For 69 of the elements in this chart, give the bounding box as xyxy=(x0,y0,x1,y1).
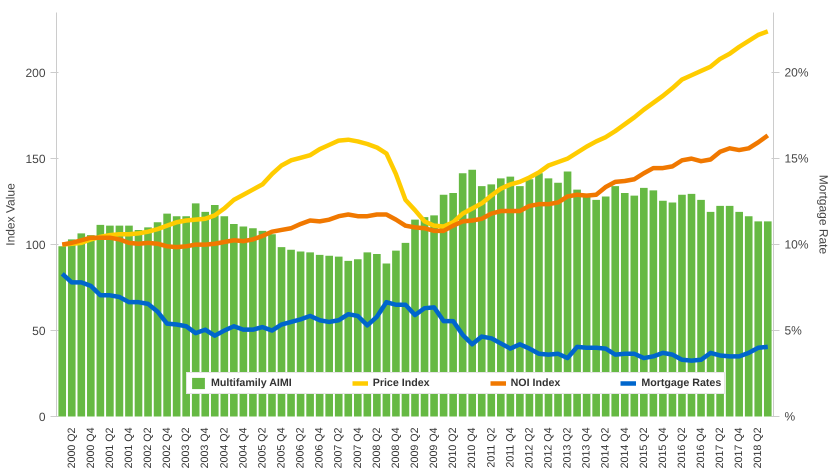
x-tick-label: 2002 Q2 xyxy=(142,427,154,468)
x-tick-label: 2001 Q2 xyxy=(104,427,116,468)
x-tick-label: 2003 Q4 xyxy=(199,427,212,468)
x-tick-label: 2004 Q4 xyxy=(237,427,250,468)
x-tick-label: 2007 Q4 xyxy=(352,427,364,468)
x-tick-label: 2000 Q2 xyxy=(66,427,78,468)
x-tick-label: 2010 Q2 xyxy=(447,427,460,468)
legend-label: Mortgage Rates xyxy=(641,377,722,389)
x-tick-label: 2011 Q2 xyxy=(485,427,498,468)
x-tick-label: 2014 Q4 xyxy=(618,427,631,468)
bar xyxy=(77,233,86,416)
legend-label: NOI Index xyxy=(510,377,560,389)
x-tick-label: 2004 Q2 xyxy=(218,427,230,468)
bar xyxy=(172,216,180,416)
y2-tick-label: % xyxy=(784,410,796,424)
x-tick-label: 2010 Q4 xyxy=(466,427,478,468)
x-tick-label: 2001 Q4 xyxy=(122,427,135,468)
x-tick-label: 2016 Q4 xyxy=(695,427,708,468)
bar xyxy=(754,221,762,416)
x-tick-label: 2012 Q2 xyxy=(523,427,536,468)
bar xyxy=(106,226,114,416)
y2-tick-label: 15% xyxy=(784,152,809,166)
line-series xyxy=(60,133,770,250)
y-axis-title: Index Value xyxy=(3,182,18,246)
y2-axis-title: Mortgage Rate xyxy=(816,174,831,255)
x-tick-label: 2006 Q4 xyxy=(314,427,326,468)
x-tick-label: 2008 Q4 xyxy=(390,427,402,468)
x-tick-label: 2015 Q4 xyxy=(656,427,669,468)
x-tick-label: 2011 Q4 xyxy=(504,427,516,468)
y-tick-label: 50 xyxy=(32,324,46,338)
x-tick-label: 2005 Q4 xyxy=(276,427,288,468)
bar xyxy=(116,226,124,416)
y2-tick-label: 5% xyxy=(784,324,802,338)
y2-tick-label: 10% xyxy=(784,238,809,252)
legend-label: Multifamily AIMI xyxy=(211,377,292,389)
x-tick-label: 2015 Q2 xyxy=(638,427,650,468)
bar xyxy=(764,221,772,416)
x-tick-label: 2006 Q2 xyxy=(294,427,307,468)
y-tick-label: 100 xyxy=(25,238,46,252)
legend-label: Price Index xyxy=(372,377,430,389)
x-tick-label: 2007 Q2 xyxy=(332,427,345,468)
bar xyxy=(96,224,104,416)
bar xyxy=(68,239,76,416)
x-tick-label: 2000 Q4 xyxy=(84,427,97,468)
x-tick-label: 2005 Q2 xyxy=(256,427,268,468)
y2-tick-label: 20% xyxy=(784,66,809,80)
bar xyxy=(744,216,753,416)
x-tick-label: 2013 Q4 xyxy=(580,427,593,468)
y-tick-label: 150 xyxy=(25,152,46,166)
y-tick-label: 200 xyxy=(25,66,46,80)
y-tick-label: 0 xyxy=(38,410,46,424)
x-tick-label: 2008 Q2 xyxy=(370,427,383,468)
x-tick-label: 2018 Q2 xyxy=(752,427,764,468)
x-tick-label: 2013 Q2 xyxy=(562,427,574,468)
bar xyxy=(87,235,95,416)
x-tick-label: 2017 Q2 xyxy=(714,427,726,468)
x-tick-label: 2009 Q4 xyxy=(428,427,440,468)
x-tick-label: 2009 Q2 xyxy=(409,427,421,468)
x-tick-label: 2014 Q2 xyxy=(600,427,612,468)
bar xyxy=(726,206,734,416)
bar xyxy=(163,214,171,416)
x-tick-label: 2003 Q2 xyxy=(180,427,192,468)
x-tick-label: 2002 Q4 xyxy=(161,427,174,468)
x-tick-label: 2017 Q4 xyxy=(733,427,746,468)
bar xyxy=(735,212,743,416)
x-tick-label: 2012 Q4 xyxy=(542,427,554,468)
bar xyxy=(154,222,162,416)
x-tick-label: 2016 Q2 xyxy=(676,427,688,468)
bar xyxy=(58,246,66,416)
